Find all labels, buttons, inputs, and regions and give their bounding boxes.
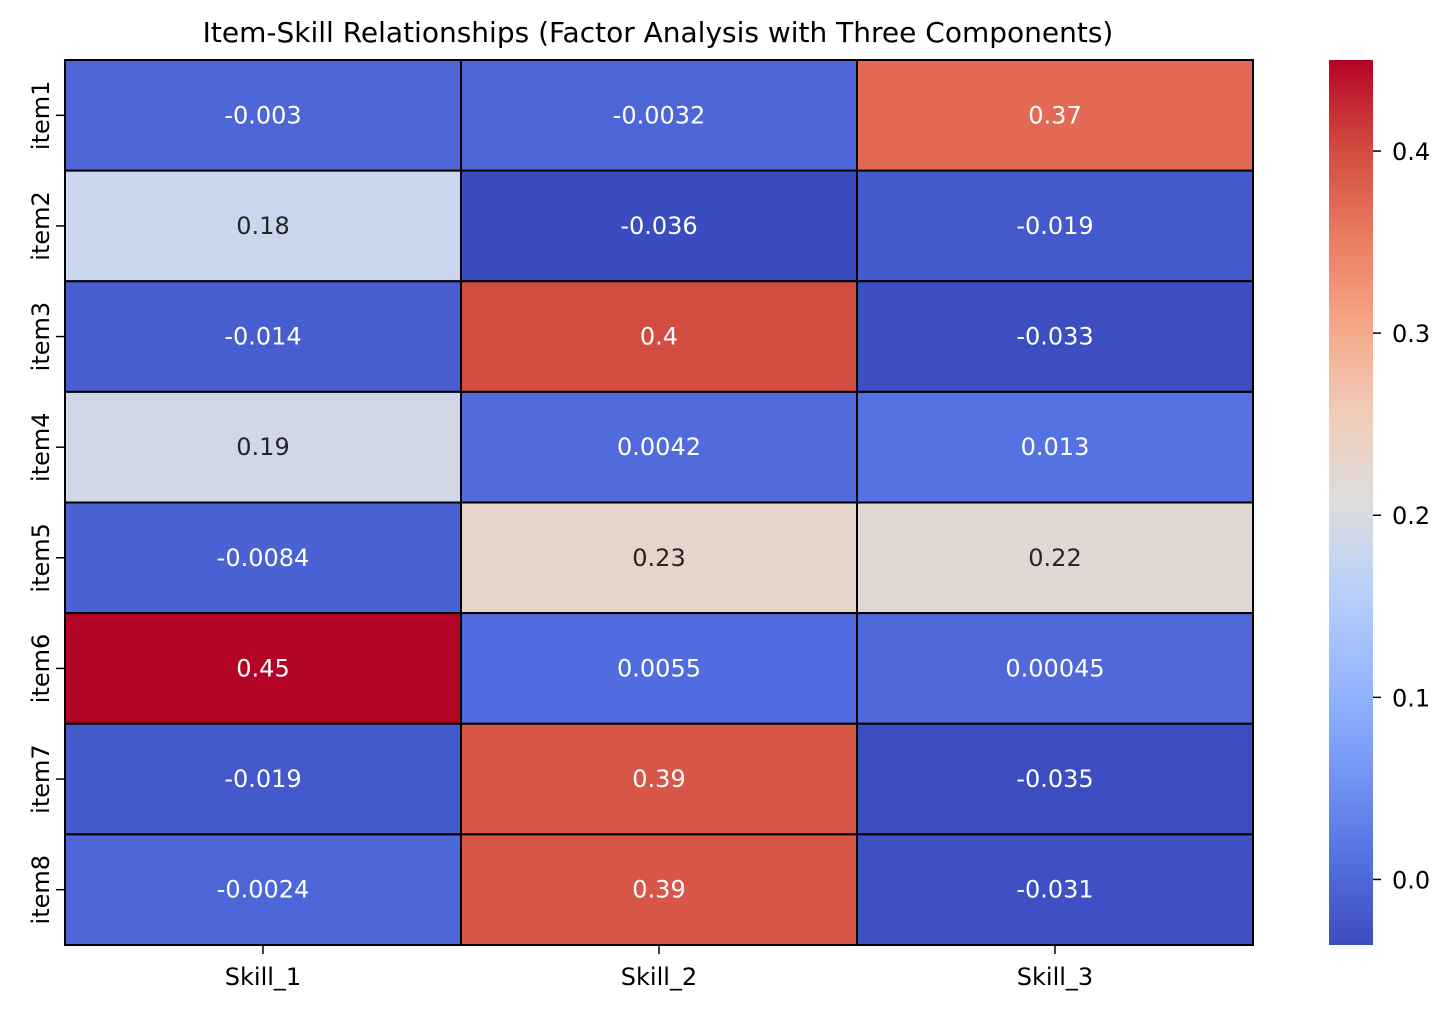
cell-value-label: 0.39 — [632, 876, 685, 904]
cell-value-label: -0.019 — [224, 765, 301, 793]
heatmap-cell — [856, 612, 1254, 725]
heatmap-cells — [64, 59, 1254, 946]
heatmap-cell — [460, 169, 858, 283]
chart-title: Item-Skill Relationships (Factor Analysi… — [203, 16, 1114, 49]
y-tick-label: item2 — [27, 191, 55, 261]
y-tick-label: item7 — [27, 744, 55, 814]
heatmap-cell — [856, 169, 1254, 283]
colorbar-tick-label: 0.2 — [1392, 502, 1430, 530]
heatmap-cell — [460, 59, 858, 172]
heatmap-cell — [64, 390, 462, 504]
heatmap-cell — [856, 833, 1254, 946]
cell-value-label: -0.019 — [1016, 212, 1093, 240]
cell-value-label: 0.4 — [640, 323, 678, 351]
heatmap-cell — [460, 501, 858, 615]
colorbar-tick-label: 0.0 — [1392, 866, 1430, 894]
y-tick-label: item3 — [27, 302, 55, 372]
cell-value-label: 0.22 — [1028, 544, 1081, 572]
heatmap-cell — [460, 280, 858, 393]
cell-value-label: 0.0055 — [617, 654, 701, 682]
colorbar: 0.0 0.1 0.2 0.3 0.4 — [1329, 60, 1430, 945]
cell-value-label: 0.0042 — [617, 433, 701, 461]
heatmap-cell — [856, 390, 1254, 504]
heatmap-cell — [64, 833, 462, 946]
y-tick-label: item8 — [27, 855, 55, 925]
cell-value-label: -0.036 — [620, 212, 697, 240]
cell-value-label: -0.031 — [1016, 876, 1093, 904]
y-tick-label: item4 — [27, 412, 55, 482]
heatmap-cell — [460, 612, 858, 725]
heatmap-cell — [64, 501, 462, 615]
heatmap-cell — [856, 722, 1254, 836]
heatmap-cell — [856, 501, 1254, 615]
x-tick-label: Skill_1 — [225, 963, 301, 991]
cell-value-label: -0.0084 — [217, 544, 310, 572]
x-axis: Skill_1 Skill_2 Skill_3 — [225, 945, 1093, 991]
cell-value-label: 0.37 — [1028, 101, 1081, 129]
y-axis: item1 item2 item3 item4 item5 item6 item7 item8 — [27, 81, 65, 925]
heatmap-cell — [64, 59, 462, 172]
cell-value-label: -0.033 — [1016, 323, 1093, 351]
y-tick-label: item5 — [27, 523, 55, 593]
heatmap-cell — [856, 59, 1254, 172]
colorbar-ticks: 0.0 0.1 0.2 0.3 0.4 — [1373, 138, 1430, 894]
heatmap-cell — [460, 722, 858, 836]
x-tick-label: Skill_2 — [621, 963, 697, 991]
y-tick-label: item6 — [27, 634, 55, 704]
cell-value-label: 0.45 — [236, 654, 289, 682]
cell-value-label: -0.014 — [224, 323, 301, 351]
cell-value-label: 0.013 — [1021, 433, 1090, 461]
heatmap-cell — [460, 833, 858, 946]
cell-value-label: 0.00045 — [1005, 654, 1104, 682]
y-tick-label: item1 — [27, 81, 55, 151]
heatmap-cell — [64, 169, 462, 283]
heatmap-cell — [64, 722, 462, 836]
cell-value-label: 0.19 — [236, 433, 289, 461]
colorbar-gradient — [1329, 60, 1373, 945]
cell-value-label: -0.0024 — [217, 876, 310, 904]
cell-value-label: 0.23 — [632, 544, 685, 572]
colorbar-tick-label: 0.4 — [1392, 138, 1430, 166]
colorbar-tick-label: 0.1 — [1392, 684, 1430, 712]
cell-value-label: -0.0032 — [613, 101, 706, 129]
cell-value-label: 0.39 — [632, 765, 685, 793]
heatmap-cell-labels: -0.003 -0.0032 0.37 0.18 -0.036 -0.019 -0.014 0… — [217, 101, 1105, 903]
cell-value-label: -0.003 — [224, 101, 301, 129]
x-tick-label: Skill_3 — [1017, 963, 1093, 991]
cell-value-label: -0.035 — [1016, 765, 1093, 793]
colorbar-tick-label: 0.3 — [1392, 320, 1430, 348]
cell-value-label: 0.18 — [236, 212, 289, 240]
